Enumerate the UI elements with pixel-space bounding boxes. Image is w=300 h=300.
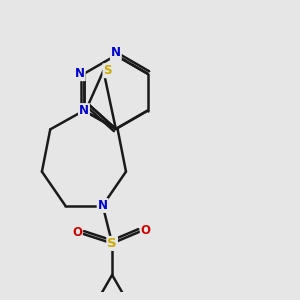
- Text: O: O: [72, 226, 82, 239]
- Text: S: S: [107, 237, 117, 250]
- Text: N: N: [79, 104, 89, 117]
- Text: S: S: [103, 64, 112, 77]
- Text: N: N: [111, 46, 121, 59]
- Text: O: O: [141, 224, 151, 237]
- Text: N: N: [75, 67, 85, 80]
- Text: N: N: [98, 199, 108, 212]
